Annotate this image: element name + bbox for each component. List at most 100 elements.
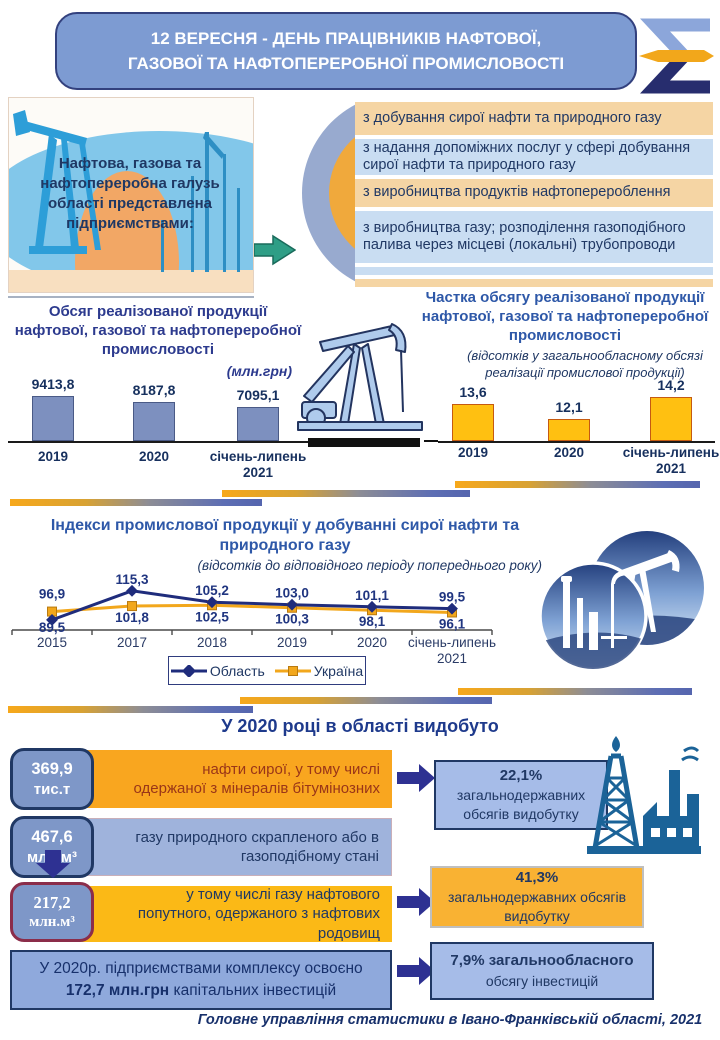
marker-square	[127, 601, 137, 612]
intro-caption: Нафтова, газова та нафтопереробна галузь…	[40, 154, 220, 233]
bar-січень-липень 2021	[650, 397, 692, 441]
industry-item-1: з добування сирої нафти та природного га…	[355, 100, 713, 135]
investment-box: У 2020р. підприємствами комплексу освоєн…	[10, 950, 392, 1010]
bar-category-label: січень-липень 2021	[622, 445, 720, 476]
section-title-2020: У 2020 році в області видобуто	[221, 716, 499, 736]
bar-value-label: 9413,8	[31, 376, 75, 392]
point-value-label: 101,1	[355, 588, 389, 603]
line-chart-plot: 89,5 115,3 105,2 103,0 101,1 99,5 96,9 101,8 102…	[11, 572, 493, 635]
line-chart-category-label: 2019	[276, 635, 308, 650]
chart1-title: Обсяг реалізованої продукції нафтової, г…	[14, 303, 302, 358]
point-value-label: 101,8	[115, 610, 149, 625]
point-value-label: 115,3	[115, 572, 149, 587]
badge-value: 217,2	[33, 892, 71, 912]
point-value-label: 100,3	[275, 612, 309, 627]
bar-category-label: 2020	[138, 449, 170, 464]
right-arrow-icon	[397, 764, 435, 792]
pumpjack-base	[308, 438, 420, 447]
right-arrow-icon	[397, 888, 435, 916]
line-ukraine	[51, 603, 453, 614]
arrow-to-box1	[397, 764, 435, 792]
bar-2020	[548, 419, 590, 441]
header-title-line2: ГАЗОВОЇ ТА НАФТОПЕРЕРОБНОЇ ПРОМИСЛОВОСТІ	[127, 54, 565, 73]
result-text: загальнодержавних обсягів видобутку	[456, 787, 586, 823]
separator-bar	[458, 688, 692, 695]
legend-label: Україна	[313, 662, 364, 679]
bar-category-label: 2019	[457, 445, 489, 460]
chart1-axis	[8, 441, 310, 443]
separator-bar	[222, 490, 470, 497]
industry-item-filler	[355, 265, 713, 275]
sigma-statistics-logo	[638, 16, 716, 96]
bar-2019	[452, 404, 494, 441]
bar-category-label: січень-липень 2021	[209, 449, 307, 480]
point-value-label: 89,5	[39, 620, 66, 635]
line-chart-category-label: 2018	[196, 635, 228, 650]
result-box-oil-share: 22,1% загальнодержавних обсягів видобутк…	[434, 760, 608, 830]
investment-rest: капітальних інвестицій	[169, 982, 337, 999]
value-badge-oil: 369,9 тис.т	[10, 748, 94, 810]
oil-industry-picture	[8, 97, 254, 293]
oil-derrick-icon	[587, 736, 701, 854]
chart2-title: Частка обсягу реалізованої продукції наф…	[421, 289, 709, 344]
line-oblast	[51, 589, 453, 622]
bar-value-label: 12,1	[555, 399, 583, 415]
pumpjack-icon	[297, 323, 423, 431]
value-badge-associated-gas: 217,2 млн.м³	[10, 882, 94, 942]
header-banner: 12 ВЕРЕСНЯ - ДЕНЬ ПРАЦІВНИКІВ НАФТОВОЇ, …	[55, 12, 637, 90]
down-arrow-icon	[36, 850, 70, 878]
bar-value-label: 7095,1	[236, 387, 280, 403]
industry-item-label: з добування сирої нафти та природного га…	[363, 109, 662, 126]
production-row-label: нафти сирої, у тому числі одержаної з мі…	[133, 760, 380, 798]
flow-arrow	[253, 234, 297, 266]
refinery-pumpjack-photo-icon	[538, 531, 704, 671]
badge-value: 369,9	[31, 759, 73, 778]
chart1-unit-label: (млн.грн)	[226, 363, 292, 379]
separator-bar	[240, 697, 492, 704]
point-value-label: 105,2	[195, 583, 229, 598]
diamond-marker-icon	[170, 664, 207, 677]
bar-2019	[32, 396, 74, 441]
chart1-plot: 9413,8 2019 8187,8 2020 7095,1 січень-липень …	[8, 376, 310, 480]
badge-unit: тис.т	[33, 780, 71, 798]
industry-item-label: з виробництва продуктів нафтопереробленн…	[363, 184, 671, 201]
separator-bar	[10, 499, 262, 506]
result-percent: 7,9% загальнообласного	[450, 952, 634, 970]
point-value-label: 99,5	[439, 590, 466, 605]
line-chart-category-label: 2017	[116, 635, 148, 650]
line-chart-category-label: 2015	[36, 635, 68, 650]
bar-січень-липень 2021	[237, 407, 279, 441]
pumpjack-landscape-illustration	[9, 98, 253, 292]
sigma-icon	[639, 18, 714, 94]
investment-line1: У 2020р. підприємствами комплексу освоєн…	[39, 960, 363, 978]
industry-item-2: з надання допоміжних послуг у сфері добу…	[355, 137, 713, 175]
legend-item-oblast: Область	[170, 662, 265, 679]
legend-label: Область	[209, 662, 265, 679]
bar-value-label: 14,2	[657, 377, 685, 393]
down-arrow	[36, 850, 70, 878]
point-value-label: 98,1	[359, 614, 386, 629]
chart3-subtitle: (відсотків до відповідного періоду попер…	[197, 558, 542, 573]
bar-category-label: 2020	[553, 445, 585, 460]
result-box-investment-share: 7,9% загальнообласного обсягу інвестицій	[430, 942, 654, 1000]
derrick-factory-illustration	[583, 736, 705, 864]
footer-credit: Головне управління статистики в Івано-Фр…	[197, 1012, 703, 1028]
investment-amount: 172,7 млн.грн	[65, 982, 170, 999]
right-arrow-icon	[253, 234, 297, 266]
chart2-subtitle: (відсотків у загальнообласному обсязі ре…	[467, 348, 703, 380]
axis-dash	[424, 440, 438, 442]
production-row-label: газу природного скрапленого або в газопо…	[135, 828, 379, 866]
chart2-plot: 13,6 2019 12,1 2020 14,2 січень-липень 2021	[438, 377, 719, 476]
arrow-to-box2	[397, 888, 435, 916]
arrow-to-box3	[397, 957, 435, 985]
industry-item-filler	[355, 277, 713, 287]
production-row-label: у тому числі газу нафтового попутного, о…	[137, 885, 380, 942]
point-value-label: 96,9	[39, 587, 65, 602]
concentric-rings-decoration	[284, 100, 355, 287]
industry-item-4: з виробництва газу; розподілення газопод…	[355, 209, 713, 263]
chart2-axis	[438, 441, 715, 443]
industry-item-label: з надання допоміжних послуг у сфері добу…	[363, 139, 691, 173]
picture-underline	[8, 296, 254, 298]
line-chart-category-label: січень-липень 2021	[407, 635, 496, 666]
